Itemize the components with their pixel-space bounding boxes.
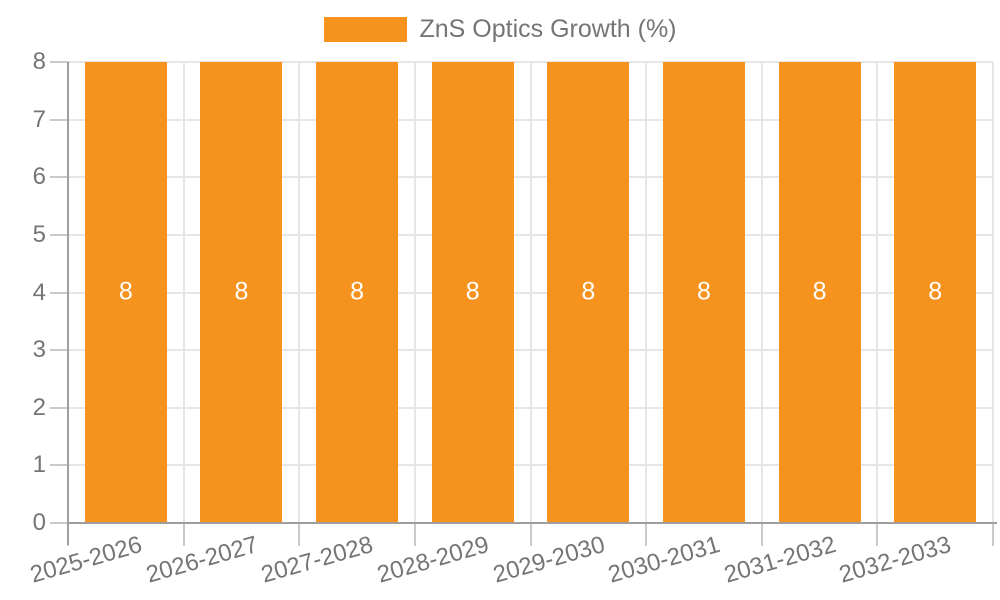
y-axis-label: 8 <box>32 48 46 75</box>
y-axis-label: 1 <box>32 451 46 479</box>
x-axis-label: 2031-2032 <box>720 531 839 589</box>
bar-value-label: 8 <box>696 276 711 305</box>
gridline-vertical <box>760 62 763 523</box>
y-axis-line <box>67 62 69 545</box>
y-axis-tick <box>50 349 68 352</box>
x-axis-tick <box>760 524 763 546</box>
bar-value-label: 8 <box>928 276 943 305</box>
gridline-vertical <box>992 62 994 523</box>
x-axis-line <box>68 522 997 524</box>
x-axis-label: 2026-2027 <box>142 531 261 589</box>
x-axis-tick <box>413 524 416 546</box>
y-axis-tick <box>50 233 68 236</box>
x-axis-tick <box>298 524 301 546</box>
legend-label: ZnS Optics Growth (%) <box>419 15 677 43</box>
y-axis-tick <box>50 291 68 294</box>
y-axis-tick <box>50 464 68 467</box>
y-axis-label: 0 <box>32 509 46 536</box>
gridline-vertical <box>413 62 416 523</box>
bar[interactable]: 8 <box>778 62 861 523</box>
y-axis-tick <box>50 522 68 524</box>
y-axis-tick <box>50 61 68 63</box>
x-axis-label: 2032-2033 <box>836 531 955 589</box>
y-axis-tick <box>50 118 68 121</box>
bar[interactable]: 8 <box>662 62 745 523</box>
legend[interactable]: ZnS Optics Growth (%) <box>0 15 1000 44</box>
x-axis-label: 2030-2031 <box>605 531 724 589</box>
y-axis-label: 7 <box>32 105 46 133</box>
gridline-vertical <box>182 62 185 523</box>
bar[interactable]: 8 <box>316 62 399 523</box>
y-axis-tick <box>50 176 68 179</box>
bar[interactable]: 8 <box>547 62 630 523</box>
x-axis-label: 2029-2030 <box>489 531 608 589</box>
bar[interactable]: 8 <box>84 62 167 523</box>
bar-value-label: 8 <box>581 276 596 305</box>
x-axis-tick <box>992 524 994 546</box>
y-axis-tick <box>50 406 68 409</box>
y-axis-label: 6 <box>32 163 46 191</box>
y-axis-label: 5 <box>32 220 46 248</box>
bar-value-label: 8 <box>350 276 365 305</box>
x-axis-tick <box>645 524 648 546</box>
y-axis-label: 2 <box>32 393 46 421</box>
gridline-vertical <box>298 62 301 523</box>
bar[interactable]: 8 <box>431 62 514 523</box>
x-axis-tick <box>182 524 185 546</box>
y-axis-label: 3 <box>32 336 46 364</box>
bar-value-label: 8 <box>234 276 249 305</box>
x-axis-tick <box>529 524 532 546</box>
bar-value-label: 8 <box>118 276 133 305</box>
x-axis-label: 2028-2029 <box>374 531 492 589</box>
x-axis-tick <box>876 524 879 546</box>
gridline-vertical <box>645 62 648 523</box>
x-axis-label: 2025-2026 <box>27 531 145 589</box>
gridline-vertical <box>529 62 532 523</box>
y-axis-label: 4 <box>32 278 46 306</box>
x-axis-label: 2027-2028 <box>258 531 377 589</box>
bar-value-label: 8 <box>465 276 480 305</box>
bar[interactable]: 8 <box>200 62 283 523</box>
bar-value-label: 8 <box>812 276 827 305</box>
gridline-vertical <box>876 62 879 523</box>
bar[interactable]: 8 <box>894 62 977 523</box>
legend-swatch <box>323 17 407 42</box>
